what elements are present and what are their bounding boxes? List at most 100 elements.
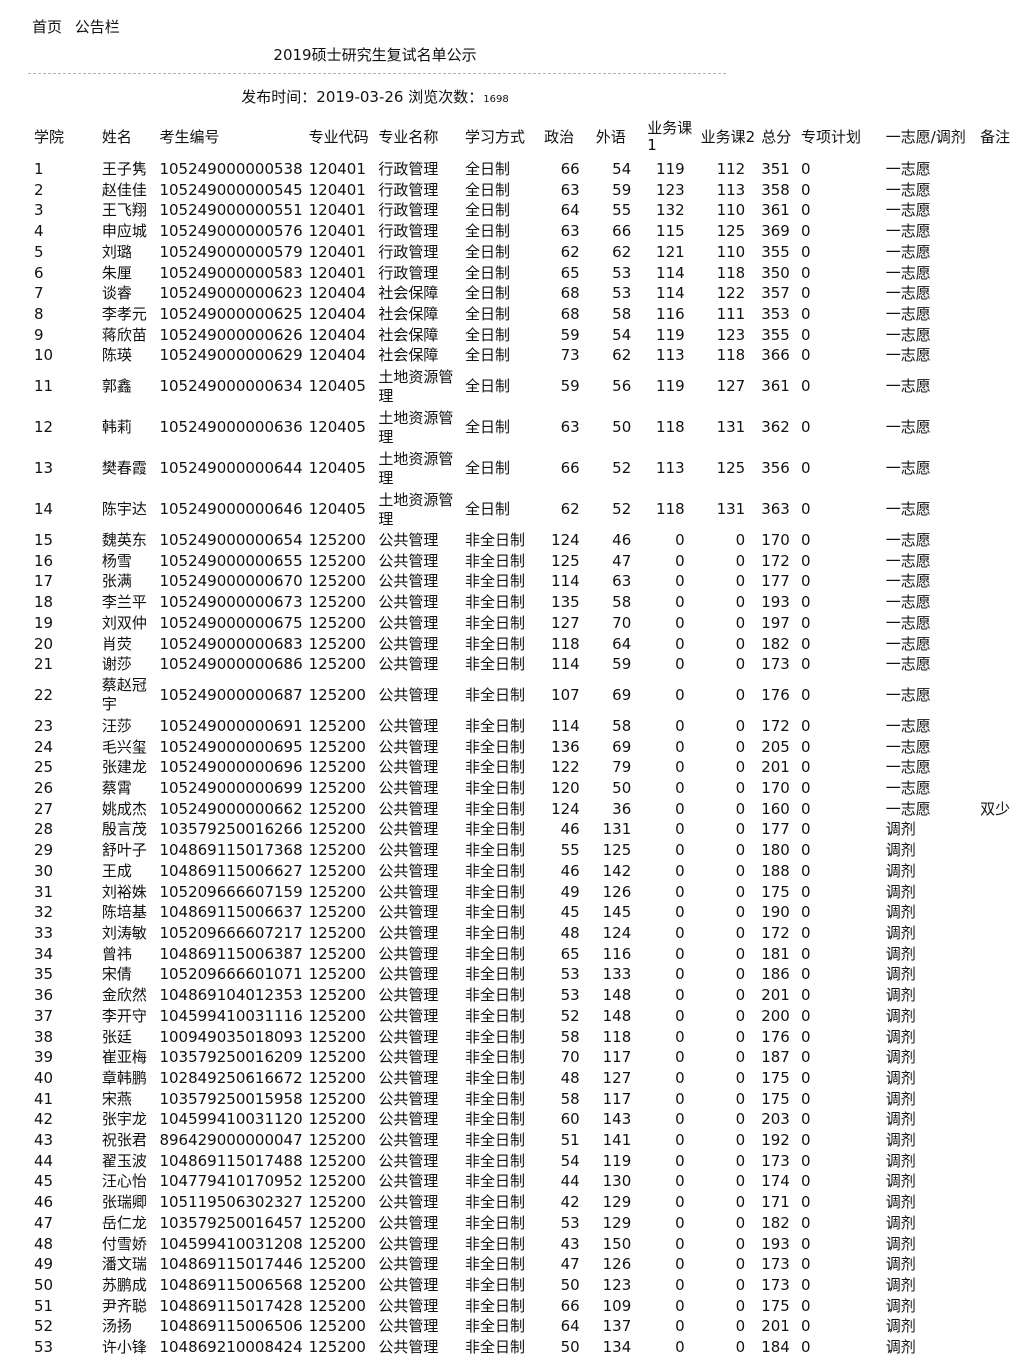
cell-course-2: 0 [735, 1048, 746, 1067]
cell-exam-id: 104599410031120 [159, 1110, 303, 1129]
cell-college: 1 [34, 160, 44, 178]
cell-special-plan: 0 [800, 1110, 811, 1129]
cell-foreign-language: 36 [612, 799, 632, 818]
cell-remark [974, 613, 1014, 634]
cell-study-mode: 非全日制 [465, 986, 526, 1005]
cell-foreign-language: 123 [602, 1275, 632, 1294]
cell-politics: 73 [560, 346, 580, 365]
cell-foreign-language: 124 [602, 923, 632, 942]
cell-politics: 124 [551, 531, 580, 550]
table-row: 23 汪莎 105249000000691 125200 公共管理 非全日制 114 58 0 0… [28, 716, 1014, 737]
cell-study-mode: 全日制 [465, 263, 511, 282]
cell-course-1: 0 [675, 965, 685, 984]
cell-special-plan: 0 [800, 903, 811, 922]
cell-exam-id: 104869104012353 [159, 986, 303, 1005]
cell-remark [974, 902, 1014, 923]
cell-exam-id: 105249000000629 [159, 346, 303, 365]
cell-major-code: 125200 [308, 1275, 366, 1294]
cell-major-name: 公共管理 [378, 686, 439, 705]
cell-politics: 64 [560, 201, 580, 220]
table-row: 36 金欣然 104869104012353 125200 公共管理 非全日制 53 148 0… [28, 985, 1014, 1006]
col-header-politics: 政治 [544, 127, 575, 146]
cell-foreign-language: 64 [612, 634, 632, 653]
cell-remark [974, 654, 1014, 675]
cell-special-plan: 0 [800, 1089, 811, 1108]
cell-major-code: 125200 [308, 1110, 366, 1129]
cell-total: 369 [761, 222, 790, 241]
cell-course-2: 0 [735, 1110, 746, 1129]
cell-college: 18 [34, 593, 54, 612]
cell-remark [974, 1275, 1014, 1296]
notice-board-link[interactable]: 公告栏 [74, 18, 120, 36]
cell-total: 190 [761, 903, 790, 922]
cell-study-mode: 非全日制 [465, 1193, 526, 1212]
col-header-exam-id: 考生编号 [159, 127, 220, 146]
cell-major-name: 土地资源管理 [378, 408, 454, 446]
cell-name: 祝张君 [101, 1131, 147, 1150]
cell-course-2: 0 [735, 779, 746, 798]
cell-foreign-language: 141 [602, 1131, 632, 1150]
cell-major-code: 125200 [308, 737, 366, 756]
cell-name: 苏鹏成 [101, 1275, 147, 1294]
cell-major-name: 行政管理 [378, 201, 439, 220]
cell-choice: 一志愿 [885, 779, 931, 798]
cell-foreign-language: 50 [612, 779, 632, 798]
cell-foreign-language: 59 [612, 655, 632, 674]
cell-course-1: 0 [675, 531, 685, 550]
cell-college: 35 [34, 965, 54, 984]
cell-major-name: 土地资源管理 [378, 367, 454, 405]
cell-major-code: 125200 [308, 1193, 366, 1212]
cell-course-2: 125 [716, 459, 746, 478]
cell-name: 尹齐聪 [101, 1296, 147, 1315]
cell-choice: 调剂 [885, 1213, 916, 1232]
cell-course-1: 118 [656, 500, 685, 519]
cell-choice: 调剂 [885, 1275, 916, 1294]
cell-foreign-language: 69 [612, 737, 632, 756]
cell-remark [974, 1213, 1014, 1234]
cell-course-2: 112 [716, 160, 746, 178]
cell-study-mode: 全日制 [465, 459, 511, 478]
cell-total: 175 [761, 882, 790, 901]
cell-study-mode: 全日制 [465, 222, 511, 241]
cell-special-plan: 0 [800, 418, 811, 437]
cell-total: 173 [761, 1151, 790, 1170]
cell-special-plan: 0 [800, 242, 811, 261]
home-link[interactable]: 首页 [32, 18, 63, 36]
cell-course-1: 0 [675, 1068, 685, 1087]
cell-college: 39 [34, 1048, 54, 1067]
cell-major-name: 行政管理 [378, 222, 439, 241]
cell-course-1: 0 [675, 758, 685, 777]
cell-politics: 65 [560, 944, 580, 963]
cell-major-code: 125200 [308, 841, 366, 860]
col-header-major-code: 专业代码 [308, 127, 369, 146]
cell-total: 171 [761, 1193, 790, 1212]
cell-major-name: 公共管理 [378, 986, 439, 1005]
cell-foreign-language: 53 [612, 284, 632, 303]
cell-total: 172 [761, 923, 790, 942]
cell-name: 蒋欣苗 [101, 325, 147, 344]
cell-major-name: 公共管理 [378, 882, 439, 901]
cell-college: 11 [34, 377, 54, 396]
cell-special-plan: 0 [800, 1317, 811, 1336]
cell-total: 175 [761, 1068, 790, 1087]
cell-college: 13 [34, 459, 54, 478]
cell-special-plan: 0 [800, 1048, 811, 1067]
cell-study-mode: 非全日制 [465, 716, 526, 735]
cell-remark [974, 221, 1014, 242]
cell-foreign-language: 79 [612, 758, 632, 777]
cell-college: 32 [34, 903, 54, 922]
cell-foreign-language: 131 [602, 820, 632, 839]
cell-major-code: 125200 [308, 861, 366, 880]
table-row: 2 赵佳佳 105249000000545 120401 行政管理 全日制 63 59 123 1… [28, 180, 1014, 201]
cell-course-2: 0 [735, 1234, 746, 1253]
cell-course-2: 0 [735, 944, 746, 963]
table-row: 8 李孝元 105249000000625 120404 社会保障 全日制 68 58 116 1… [28, 304, 1014, 325]
cell-special-plan: 0 [800, 1193, 811, 1212]
cell-remark [974, 923, 1014, 944]
cell-college: 20 [34, 634, 54, 653]
cell-name: 刘璐 [101, 242, 132, 261]
cell-major-code: 120401 [308, 263, 366, 282]
cell-foreign-language: 116 [602, 944, 632, 963]
cell-total: 353 [761, 304, 790, 323]
cell-study-mode: 非全日制 [465, 758, 526, 777]
